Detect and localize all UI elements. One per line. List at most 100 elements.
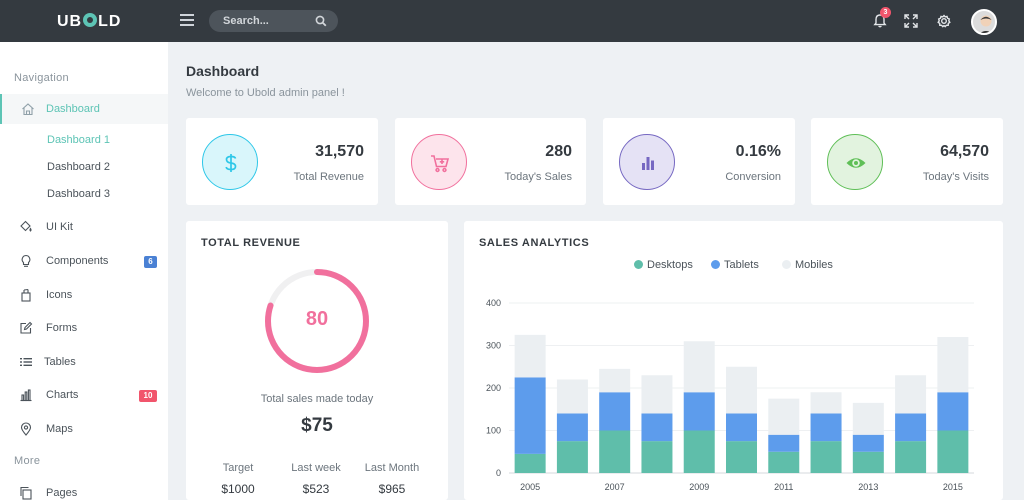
search-input[interactable] <box>209 10 309 32</box>
y-tick-label: 100 <box>486 426 501 436</box>
bar-mobiles-2014 <box>895 375 927 414</box>
column-label: Last Month <box>364 462 420 474</box>
notification-count-badge: 3 <box>880 7 891 18</box>
sidebar-subitem-dashboard-2[interactable]: Dashboard 2 <box>47 161 110 173</box>
bar-mobiles-2012 <box>810 392 842 414</box>
x-tick-label: 2005 <box>520 482 540 492</box>
column-label: Target <box>222 462 254 474</box>
list-icon <box>20 358 32 366</box>
sidebar-item-label: Charts <box>46 389 79 401</box>
bar-desktops-2007 <box>599 430 631 473</box>
cart-icon <box>431 155 450 173</box>
bar-mobiles-2013 <box>852 402 884 435</box>
column-value: $523 <box>302 482 330 496</box>
sidebar-item-label: UI Kit <box>46 221 73 233</box>
bar-mobiles-2006 <box>556 379 588 414</box>
legend-item-tablets[interactable]: Tablets <box>711 259 759 271</box>
card-title: TOTAL REVENUE <box>201 237 301 249</box>
lightbulb-icon <box>21 254 31 267</box>
search-icon[interactable] <box>315 15 327 27</box>
legend-item-desktops[interactable]: Desktops <box>634 259 693 271</box>
edit-icon <box>20 321 33 334</box>
stat-label: Today's Sales <box>504 171 572 183</box>
sidebar-item-dashboard[interactable]: Dashboard <box>0 94 168 124</box>
bar-desktops-2006 <box>556 441 588 473</box>
sidebar-item-components[interactable]: Components 6 <box>0 246 168 276</box>
sidebar-item-label: Icons <box>46 289 73 301</box>
search-box <box>209 10 338 32</box>
bar-desktops-2011 <box>768 451 800 473</box>
stat-card-visits: 64,570 Today's Visits <box>811 118 1003 205</box>
more-section-title: More <box>14 455 41 467</box>
avatar[interactable] <box>971 9 997 35</box>
notifications-button[interactable]: 3 <box>870 7 891 31</box>
bar-tablets-2010 <box>726 413 757 442</box>
x-tick-label: 2015 <box>943 482 963 492</box>
x-tick-label: 2009 <box>689 482 709 492</box>
map-pin-icon <box>20 422 32 436</box>
home-icon <box>22 103 34 116</box>
bar-tablets-2014 <box>895 413 927 442</box>
sidebar-item-label: Dashboard <box>46 103 100 115</box>
logo[interactable]: UB LD <box>57 13 122 30</box>
logo-o-mark <box>83 13 98 27</box>
bar-tablets-2013 <box>852 434 884 452</box>
column-value: $1000 <box>221 482 255 496</box>
revenue-column-target: Target $1000 <box>198 462 278 496</box>
charts-count-badge: 10 <box>139 390 157 402</box>
total-revenue-card: TOTAL REVENUE 80 Total sales made today … <box>186 221 448 500</box>
bar-desktops-2014 <box>895 441 927 473</box>
legend-item-mobiles[interactable]: Mobiles <box>782 259 833 271</box>
y-tick-label: 200 <box>486 383 501 393</box>
sidebar-item-icons[interactable]: Icons <box>0 280 168 310</box>
bar-tablets-2015 <box>937 392 969 431</box>
bar-desktops-2009 <box>683 430 715 473</box>
sidebar: Navigation Dashboard Dashboard 1 Dashboa… <box>0 42 168 500</box>
x-tick-label: 2013 <box>858 482 878 492</box>
sidebar-item-pages[interactable]: Pages <box>0 478 168 500</box>
eye-icon <box>846 158 866 168</box>
bar-desktops-2010 <box>726 441 757 473</box>
sidebar-item-charts[interactable]: Charts 10 <box>0 380 168 410</box>
bar-tablets-2012 <box>810 413 842 442</box>
bar-mobiles-2007 <box>599 368 631 393</box>
sidebar-item-label: Forms <box>46 322 78 334</box>
components-count-badge: 6 <box>144 256 157 268</box>
bar-tablets-2005 <box>514 377 546 454</box>
copy-icon <box>20 486 32 500</box>
nav-section-title: Navigation <box>14 72 69 84</box>
sidebar-item-label: Components <box>46 255 109 267</box>
sidebar-item-tables[interactable]: Tables <box>0 347 168 377</box>
fullscreen-button[interactable] <box>901 11 921 31</box>
revenue-column-last-month: Last Month $965 <box>352 462 432 496</box>
bar-desktops-2015 <box>937 430 969 473</box>
sidebar-item-ui-kit[interactable]: UI Kit <box>0 212 168 242</box>
stat-value: 64,570 <box>940 143 989 160</box>
stat-icon-circle <box>827 134 883 190</box>
menu-toggle-button[interactable] <box>180 14 194 28</box>
card-title: SALES ANALYTICS <box>479 237 590 249</box>
settings-button[interactable] <box>934 11 954 31</box>
user-avatar-icon <box>973 11 995 33</box>
sidebar-item-label: Pages <box>46 487 78 499</box>
sidebar-subitem-dashboard-1[interactable]: Dashboard 1 <box>47 134 110 146</box>
bar-desktops-2008 <box>641 441 673 473</box>
revenue-gauge <box>265 269 369 373</box>
x-tick-label: 2011 <box>774 482 793 492</box>
sidebar-item-maps[interactable]: Maps <box>0 414 168 444</box>
sales-chart: 0 100 200 300 400 2005 2007 2009 2011 2013 2015 <box>486 298 974 492</box>
stat-label: Total Revenue <box>293 171 364 183</box>
sidebar-subitem-dashboard-3[interactable]: Dashboard 3 <box>47 188 110 200</box>
fullscreen-icon <box>904 14 918 28</box>
y-tick-label: 300 <box>486 341 501 351</box>
bar-desktops-2005 <box>514 453 546 473</box>
stat-label: Today's Visits <box>922 171 989 183</box>
bar-mobiles-2011 <box>768 398 800 435</box>
stat-card-revenue: 31,570 Total Revenue <box>186 118 378 205</box>
revenue-caption: Total sales made today <box>260 393 374 405</box>
column-value: $965 <box>378 482 406 496</box>
bar-mobiles-2005 <box>514 334 546 378</box>
sidebar-item-forms[interactable]: Forms <box>0 313 168 343</box>
y-tick-label: 400 <box>486 298 501 308</box>
